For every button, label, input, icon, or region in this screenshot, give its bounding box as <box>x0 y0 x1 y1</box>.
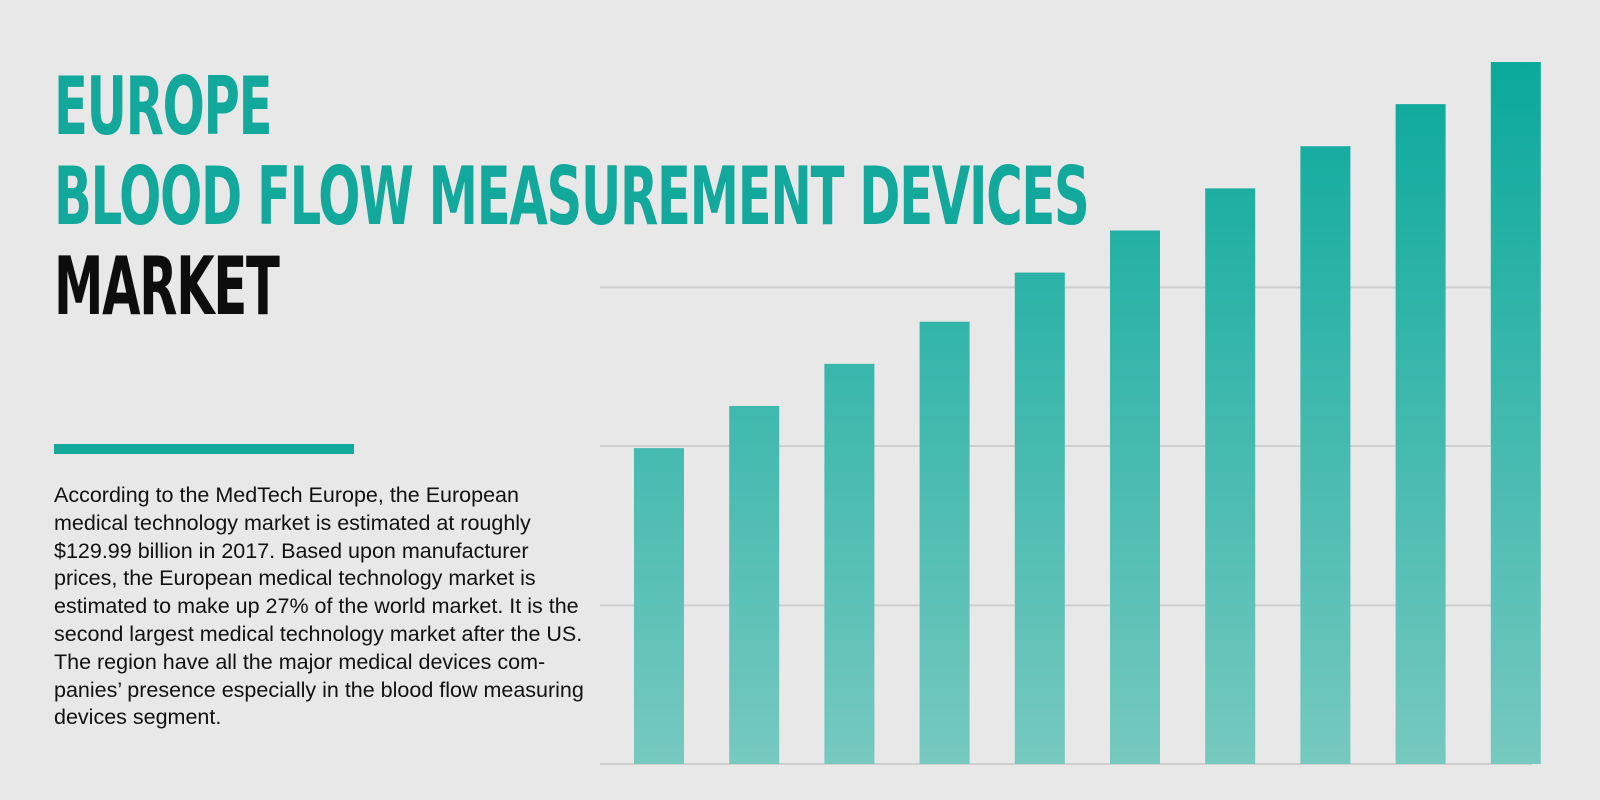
bar-3 <box>824 363 875 764</box>
page-title: EUROPE BLOOD FLOW MEASUREMENT DEVICES MA… <box>54 60 1090 333</box>
title-line-market: MARKET <box>54 240 280 333</box>
accent-divider <box>54 444 354 454</box>
bar-9 <box>1395 104 1446 765</box>
title-line-europe: EUROPE <box>54 60 273 153</box>
bar-4 <box>919 321 970 764</box>
description-paragraph: According to the MedTech Europe, the Eur… <box>54 483 584 730</box>
bar-10 <box>1490 62 1541 764</box>
bar-6 <box>1110 230 1160 765</box>
bar-7 <box>1205 188 1256 765</box>
title-line-blood-flow: BLOOD FLOW MEASUREMENT DEVICES <box>54 150 1090 243</box>
bar-8 <box>1300 146 1351 765</box>
bar-5 <box>1014 272 1065 764</box>
bars <box>634 62 1541 765</box>
bar-2 <box>729 405 780 764</box>
bar-1 <box>634 448 684 764</box>
